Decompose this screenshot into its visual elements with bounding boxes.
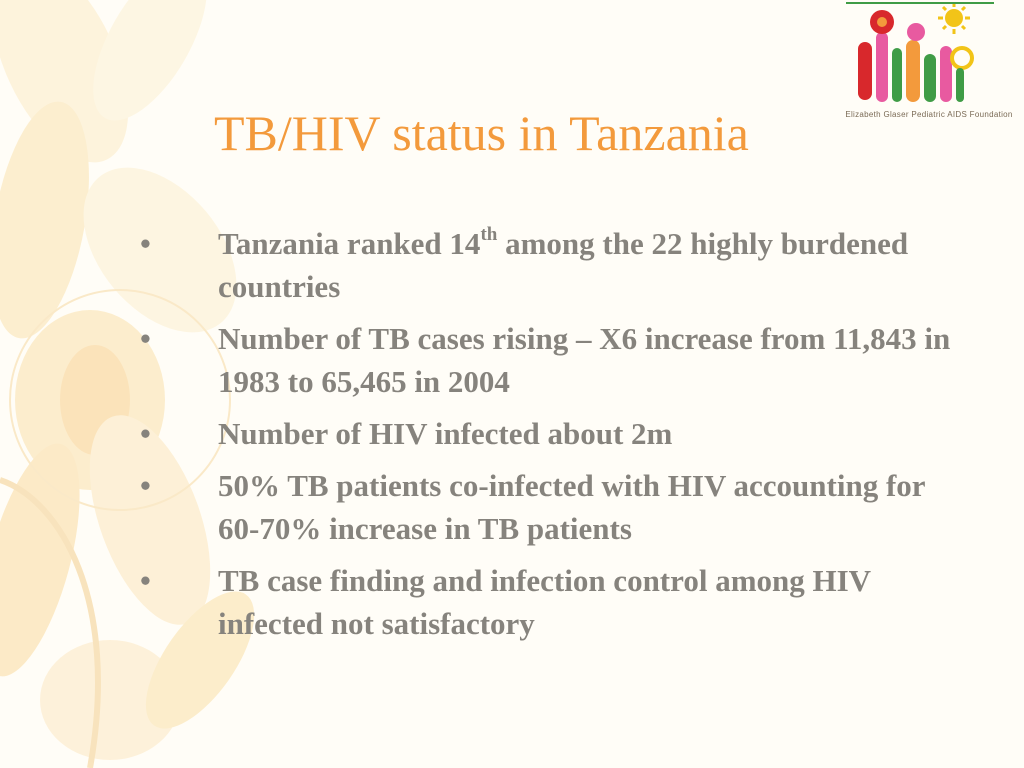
petal: [0, 0, 129, 163]
petal: [40, 640, 180, 760]
bullet-icon: •: [140, 321, 151, 356]
bullet-text: Number of TB cases rising – X6 increase …: [218, 321, 951, 399]
bullet-item: • Number of HIV infected about 2m: [140, 412, 960, 455]
bullet-text: among the 22 highly burdened countries: [218, 226, 909, 304]
petal: [145, 591, 255, 729]
flower-logo-icon: [858, 2, 974, 102]
logo-underline: [846, 2, 994, 4]
bullet-item: • Tanzania ranked 14th among the 22 high…: [140, 222, 960, 308]
bullet-icon: •: [140, 226, 151, 261]
foundation-logo: Elizabeth Glaser Pediatric AIDS Foundati…: [836, 2, 1022, 150]
petal: [83, 167, 237, 333]
bullet-icon: •: [140, 563, 151, 598]
foundation-name: Elizabeth Glaser Pediatric AIDS Foundati…: [845, 110, 1013, 119]
petal: [0, 101, 89, 339]
sun-icon: [938, 2, 970, 34]
bullet-icon: •: [140, 468, 151, 503]
bullet-text: TB case finding and infection control am…: [218, 563, 871, 641]
ordinal-suffix: th: [480, 224, 498, 245]
bullet-text: Number of HIV infected about 2m: [218, 416, 673, 451]
petal: [93, 0, 207, 121]
petal: [89, 415, 211, 625]
bullet-list: • Tanzania ranked 14th among the 22 high…: [140, 222, 960, 654]
stem: [0, 477, 101, 768]
petal: [0, 443, 80, 677]
bullet-icon: •: [140, 416, 151, 451]
bullet-item: • 50% TB patients co-infected with HIV a…: [140, 464, 960, 550]
bullet-text: 50% TB patients co-infected with HIV acc…: [218, 468, 925, 546]
slide-title: TB/HIV status in Tanzania: [214, 105, 749, 161]
bullet-item: • Number of TB cases rising – X6 increas…: [140, 317, 960, 403]
flower-ring: [9, 289, 231, 511]
bullet-text: Tanzania ranked 14: [218, 226, 481, 261]
bullet-item: • TB case finding and infection control …: [140, 559, 960, 645]
